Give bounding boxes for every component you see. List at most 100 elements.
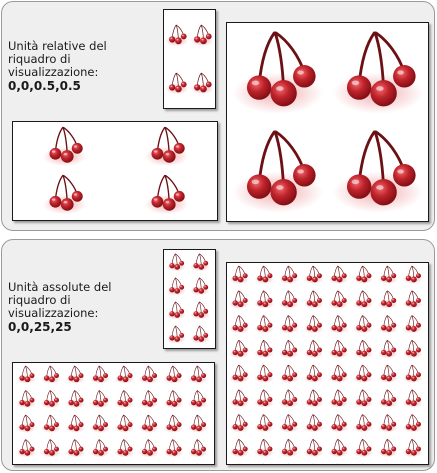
- cherry-icon: [40, 439, 61, 458]
- cherry-icon: [229, 439, 250, 458]
- cherry-icon: [187, 365, 209, 385]
- absolute-tile-large: [226, 262, 429, 465]
- cherry-icon: [190, 277, 211, 296]
- cherry-icon: [40, 365, 61, 385]
- cherry-icon: [214, 301, 215, 320]
- cherry-icon: [402, 340, 423, 359]
- cherry-icon: [114, 414, 135, 434]
- absolute-viewport-value: 0,0,25,25: [8, 320, 72, 334]
- cherry-icon: [402, 364, 423, 384]
- cherry-icon: [253, 315, 275, 334]
- relative-tile-large: [226, 22, 429, 222]
- cherry-icon: [166, 277, 187, 296]
- cherry-icon: [229, 265, 428, 464]
- cherry-icon: [40, 414, 61, 434]
- cherry-icon: [89, 439, 110, 458]
- cherry-icon: [402, 265, 423, 285]
- cherry-icon: [40, 390, 61, 409]
- absolute-tile-wide: [12, 362, 215, 465]
- absolute-viewport-description: Unità assolute del riquadro di visualizz…: [8, 280, 112, 320]
- cherry-icon: [328, 290, 349, 310]
- cherry-icon: [253, 340, 275, 359]
- cherry-icon: [229, 315, 250, 334]
- cherry-icon: [303, 364, 324, 384]
- cherry-icon: [166, 253, 215, 344]
- cherry-icon: [328, 265, 349, 285]
- cherry-icon: [377, 290, 399, 310]
- cherry-icon: [212, 365, 214, 385]
- cherry-icon: [402, 290, 423, 310]
- cherry-icon: [278, 389, 300, 409]
- cherry-icon: [89, 390, 110, 409]
- cherry-icon: [114, 390, 135, 409]
- cherry-icon: [163, 365, 184, 385]
- cherry-icon: [231, 31, 425, 215]
- cherry-icon: [402, 439, 423, 458]
- cherry-icon: [89, 414, 110, 434]
- cherry-icon: [352, 414, 374, 433]
- cherry-icon: [303, 414, 324, 433]
- cherry-icon: [352, 439, 374, 458]
- cherry-icon: [402, 414, 423, 433]
- cherry-icon: [253, 364, 275, 384]
- relative-tile-wide: [12, 121, 218, 221]
- cherry-icon: [427, 315, 428, 334]
- cherry-icon: [278, 315, 300, 334]
- cherry-icon: [229, 340, 250, 359]
- cherry-icon: [352, 315, 374, 334]
- cherry-icon: [352, 265, 374, 285]
- cherry-icon: [278, 340, 300, 359]
- cherry-icon: [229, 389, 250, 409]
- cherry-icon: [328, 340, 349, 359]
- cherry-icon: [16, 414, 37, 434]
- cherry-icon: [328, 389, 349, 409]
- cherry-icon: [229, 414, 250, 433]
- cherry-icon: [190, 253, 211, 272]
- cherry-icon: [352, 290, 374, 310]
- cherry-icon: [16, 365, 214, 464]
- cherry-icon: [164, 24, 215, 95]
- cherry-icon: [163, 439, 184, 458]
- cherry-icon: [89, 365, 110, 385]
- relative-viewport-label: Unità relative del riquadro di visualizz…: [8, 40, 158, 93]
- cherry-icon: [16, 439, 37, 458]
- cherry-icon: [65, 365, 86, 385]
- cherry-icon: [166, 301, 187, 320]
- cherry-icon: [41, 126, 190, 216]
- cherry-icon: [377, 364, 399, 384]
- cherry-icon: [377, 315, 399, 334]
- cherry-icon: [138, 390, 160, 409]
- cherry-icon: [303, 439, 324, 458]
- cherry-icon: [214, 325, 215, 344]
- cherry-icon: [138, 365, 160, 385]
- cherry-icon: [253, 265, 275, 285]
- cherry-icon: [65, 390, 86, 409]
- cherry-icon: [190, 301, 211, 320]
- cherry-icon: [253, 389, 275, 409]
- cherry-icon: [138, 414, 160, 434]
- cherry-icon: [166, 253, 187, 272]
- cherry-icon: [352, 389, 374, 409]
- cherry-icon: [187, 390, 209, 409]
- cherry-icon: [377, 439, 399, 458]
- cherry-icon: [427, 290, 428, 310]
- cherry-icon: [229, 265, 250, 285]
- cherry-icon: [328, 364, 349, 384]
- cherry-icon: [212, 390, 214, 409]
- cherry-icon: [114, 439, 135, 458]
- cherry-icon: [352, 340, 374, 359]
- cherry-icon: [303, 315, 324, 334]
- cherry-icon: [212, 414, 214, 434]
- cherry-icon: [377, 389, 399, 409]
- cherry-icon: [16, 390, 37, 409]
- cherry-icon: [187, 414, 209, 434]
- cherry-icon: [352, 364, 374, 384]
- cherry-icon: [427, 340, 428, 359]
- cherry-icon: [377, 265, 399, 285]
- cherry-icon: [163, 414, 184, 434]
- cherry-icon: [377, 414, 399, 433]
- cherry-icon: [427, 414, 428, 433]
- cherry-icon: [163, 390, 184, 409]
- cherry-icon: [16, 365, 37, 385]
- absolute-viewport-label: Unità assolute del riquadro di visualizz…: [8, 281, 158, 334]
